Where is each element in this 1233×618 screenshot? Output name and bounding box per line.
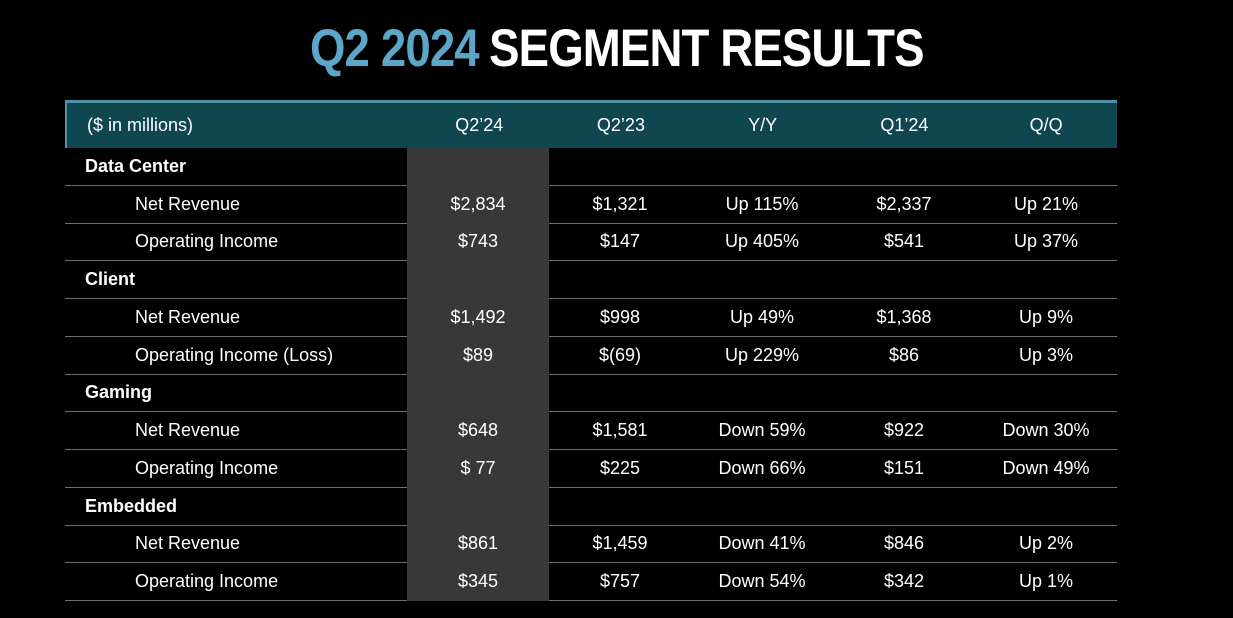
section-row: Gaming [65,375,1117,413]
row-label: Operating Income [135,571,279,592]
value-cell: Down 49% [1002,457,1090,478]
title-rest: SEGMENT RESULTS [488,19,924,78]
section-row: Client [65,261,1117,299]
value-cell: $1,492 [450,306,506,327]
value-cell: Down 41% [718,533,806,554]
value-cell: $ 77 [460,457,496,478]
section-row: Data Center [65,148,1117,186]
value-cell: Up 9% [1018,306,1074,327]
table-header-row: ($ in millions) Q2’24 Q2’23 Y/Y Q1’24 Q/… [65,100,1117,148]
value-cell: Down 54% [718,571,806,592]
table-row: Operating Income $ 77 $225 Down 66% $151 Down… [65,450,1117,488]
section-row: Embedded [65,488,1117,526]
section-label: Client [85,269,136,290]
value-cell: $225 [599,457,641,478]
header-unit-label: ($ in millions) [87,115,194,135]
value-cell: Up 115% [725,193,799,214]
value-cell: $922 [883,420,925,441]
value-cell: Down 59% [718,420,806,441]
value-cell: $(69) [598,344,642,365]
value-cell: $1,581 [592,420,648,441]
segment-results-table: ($ in millions) Q2’24 Q2’23 Y/Y Q1’24 Q/… [65,100,1117,601]
header-col-yy: Y/Y [748,115,778,135]
value-cell: $1,368 [876,306,932,327]
value-cell: $846 [883,533,925,554]
section-label: Embedded [85,495,178,516]
value-cell: Down 66% [718,457,806,478]
row-label: Operating Income (Loss) [135,344,334,365]
row-label: Operating Income [135,231,279,252]
value-cell: Up 3% [1018,344,1074,365]
value-cell: $2,337 [876,193,932,214]
table-row: Net Revenue $861 $1,459 Down 41% $846 Up 2% [65,526,1117,564]
value-cell: $743 [457,231,499,252]
value-cell: $147 [599,231,641,252]
value-cell: Down 30% [1002,420,1090,441]
table-row: Net Revenue $1,492 $998 Up 49% $1,368 Up 9% [65,299,1117,337]
page-title-text: Q2 2024 SEGMENT RESULTS [309,18,925,79]
table-row: Operating Income (Loss) $89 $(69) Up 229% $8… [65,337,1117,375]
value-cell: $2,834 [450,193,506,214]
row-label: Net Revenue [135,533,241,554]
value-cell: Up 405% [724,231,800,252]
header-col-q2-23: Q2’23 [596,115,645,135]
value-cell: $1,321 [592,193,648,214]
table-row: Net Revenue $2,834 $1,321 Up 115% $2,337 Up 2… [65,186,1117,224]
value-cell: $541 [883,231,925,252]
value-cell: $342 [883,571,925,592]
header-col-q1-24: Q1’24 [880,115,929,135]
value-cell: Up 21% [1013,193,1079,214]
value-cell: $998 [599,306,641,327]
row-label: Operating Income [135,457,279,478]
page-title: Q2 2024 SEGMENT RESULTS [0,18,1233,79]
header-col-q2-24: Q2’24 [455,115,504,135]
value-cell: Up 1% [1018,571,1074,592]
value-cell: $757 [599,571,641,592]
table-row: Operating Income $345 $757 Down 54% $342 Up 1… [65,563,1117,601]
value-cell: $151 [883,457,925,478]
table-body: Data Center Net Revenue $2,834 $1,321 Up 115… [65,148,1117,601]
value-cell: $86 [888,344,920,365]
row-label: Net Revenue [135,420,241,441]
value-cell: $1,459 [592,533,648,554]
q2-24-highlight-column [407,148,549,601]
value-cell: Up 229% [724,344,800,365]
section-label: Gaming [85,382,153,403]
value-cell: Up 49% [729,306,795,327]
value-cell: $861 [457,533,499,554]
table-row: Net Revenue $648 $1,581 Down 59% $922 Down 30… [65,412,1117,450]
header-col-qq: Q/Q [1029,115,1063,135]
title-quarter: Q2 2024 [309,19,480,78]
row-label: Net Revenue [135,193,241,214]
value-cell: $89 [462,344,494,365]
value-cell: Up 2% [1018,533,1074,554]
row-label: Net Revenue [135,306,241,327]
section-label: Data Center [85,155,187,176]
value-cell: Up 37% [1013,231,1079,252]
value-cell: $345 [457,571,499,592]
value-cell: $648 [457,420,499,441]
table-row: Operating Income $743 $147 Up 405% $541 Up 37… [65,224,1117,262]
